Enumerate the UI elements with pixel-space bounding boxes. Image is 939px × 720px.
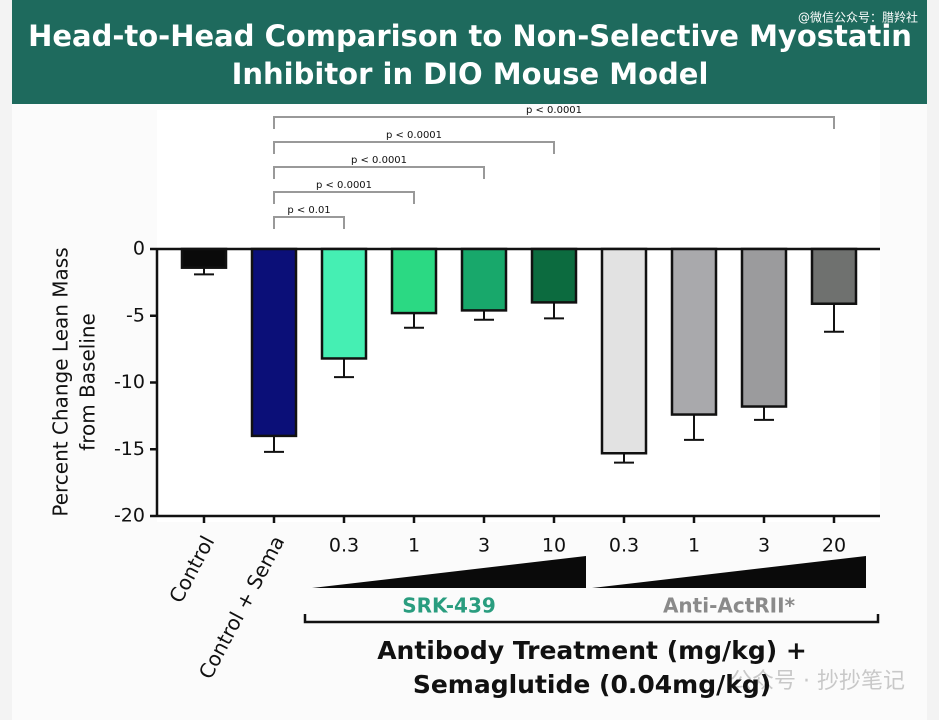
chart-title: Head-to-Head Comparison to Non-Selective… [28,19,912,53]
significance-bracket [273,191,415,204]
group-label: Anti-ActRII* [663,594,796,618]
x-tick-label: 1 [408,535,420,557]
bar [460,247,508,312]
dose-ramp [312,556,586,588]
x-tick-label: 3 [758,535,770,557]
x-axis-label: Semaglutide (0.04mg/kg) [413,670,771,699]
x-tick-label: 20 [822,535,846,557]
title-banner [12,0,927,104]
y-axis-label: Percent Change Lean Mass [49,247,73,516]
x-tick-label: 3 [478,535,490,557]
bar [390,247,438,315]
bar [180,247,228,269]
bar [670,247,718,416]
x-tick-label: 10 [542,535,566,557]
bar [810,247,858,305]
y-tick-label: -5 [126,304,145,326]
x-tick-label: 0.3 [329,535,359,557]
y-tick-label: -20 [114,505,145,527]
group-label: SRK-439 [402,594,496,618]
footer-watermark: 公众号 · 抄抄笔记 [730,669,905,694]
x-tick-label: 1 [688,535,700,557]
significance-label: p < 0.0001 [386,130,442,141]
significance-bracket [273,141,555,154]
dose-ramp [592,556,866,588]
y-tick-label: -10 [114,371,145,393]
y-tick-label: -15 [114,438,145,460]
significance-label: p < 0.0001 [351,155,407,166]
significance-bracket [273,216,345,229]
group-bracket [303,614,880,624]
x-axis-label: Antibody Treatment (mg/kg) + [377,636,807,665]
bar [530,247,578,304]
bar [600,247,648,455]
bar [320,247,368,360]
significance-bracket [273,116,835,129]
bar [250,247,298,438]
significance-bracket [273,166,485,179]
x-tick-label: 0.3 [609,535,639,557]
chart-title: Inhibitor in DIO Mouse Model [232,57,709,91]
significance-label: p < 0.01 [287,205,330,216]
watermark: @微信公众号：腊羚社 [798,10,918,25]
y-axis-label: from Baseline [76,313,100,451]
y-tick-label: 0 [133,238,145,260]
significance-label: p < 0.0001 [316,180,372,191]
bar [740,247,788,408]
significance-label: p < 0.0001 [526,105,582,116]
